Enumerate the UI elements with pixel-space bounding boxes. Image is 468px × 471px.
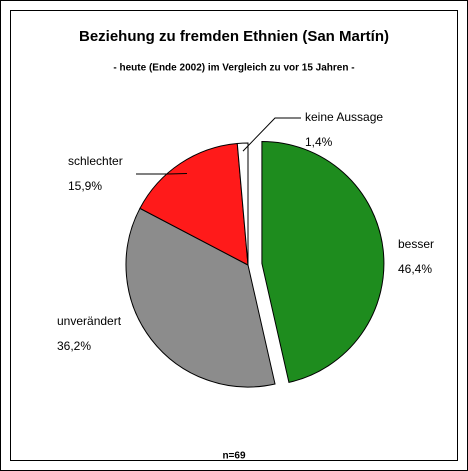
- pie-slice: [125, 207, 276, 388]
- slice-label: unverändert: [57, 314, 122, 328]
- value-label: 15,9%: [68, 179, 102, 193]
- leader-line: [242, 117, 301, 152]
- value-label: 1,4%: [305, 135, 333, 149]
- pie-slice: [236, 142, 249, 266]
- pie-slice: [261, 140, 385, 384]
- leader-line: [136, 172, 187, 175]
- slice-label: schlechter: [68, 154, 123, 168]
- chart-subtitle: - heute (Ende 2002) im Vergleich zu vor …: [113, 63, 354, 74]
- value-label: 36,2%: [57, 339, 91, 353]
- slice-label: besser: [398, 237, 434, 251]
- slice-label: keine Aussage: [305, 110, 383, 124]
- annotation: n=69: [222, 451, 246, 462]
- chart-title: Beziehung zu fremden Ethnien (San Martín…: [79, 28, 389, 45]
- value-label: 46,4%: [398, 262, 432, 276]
